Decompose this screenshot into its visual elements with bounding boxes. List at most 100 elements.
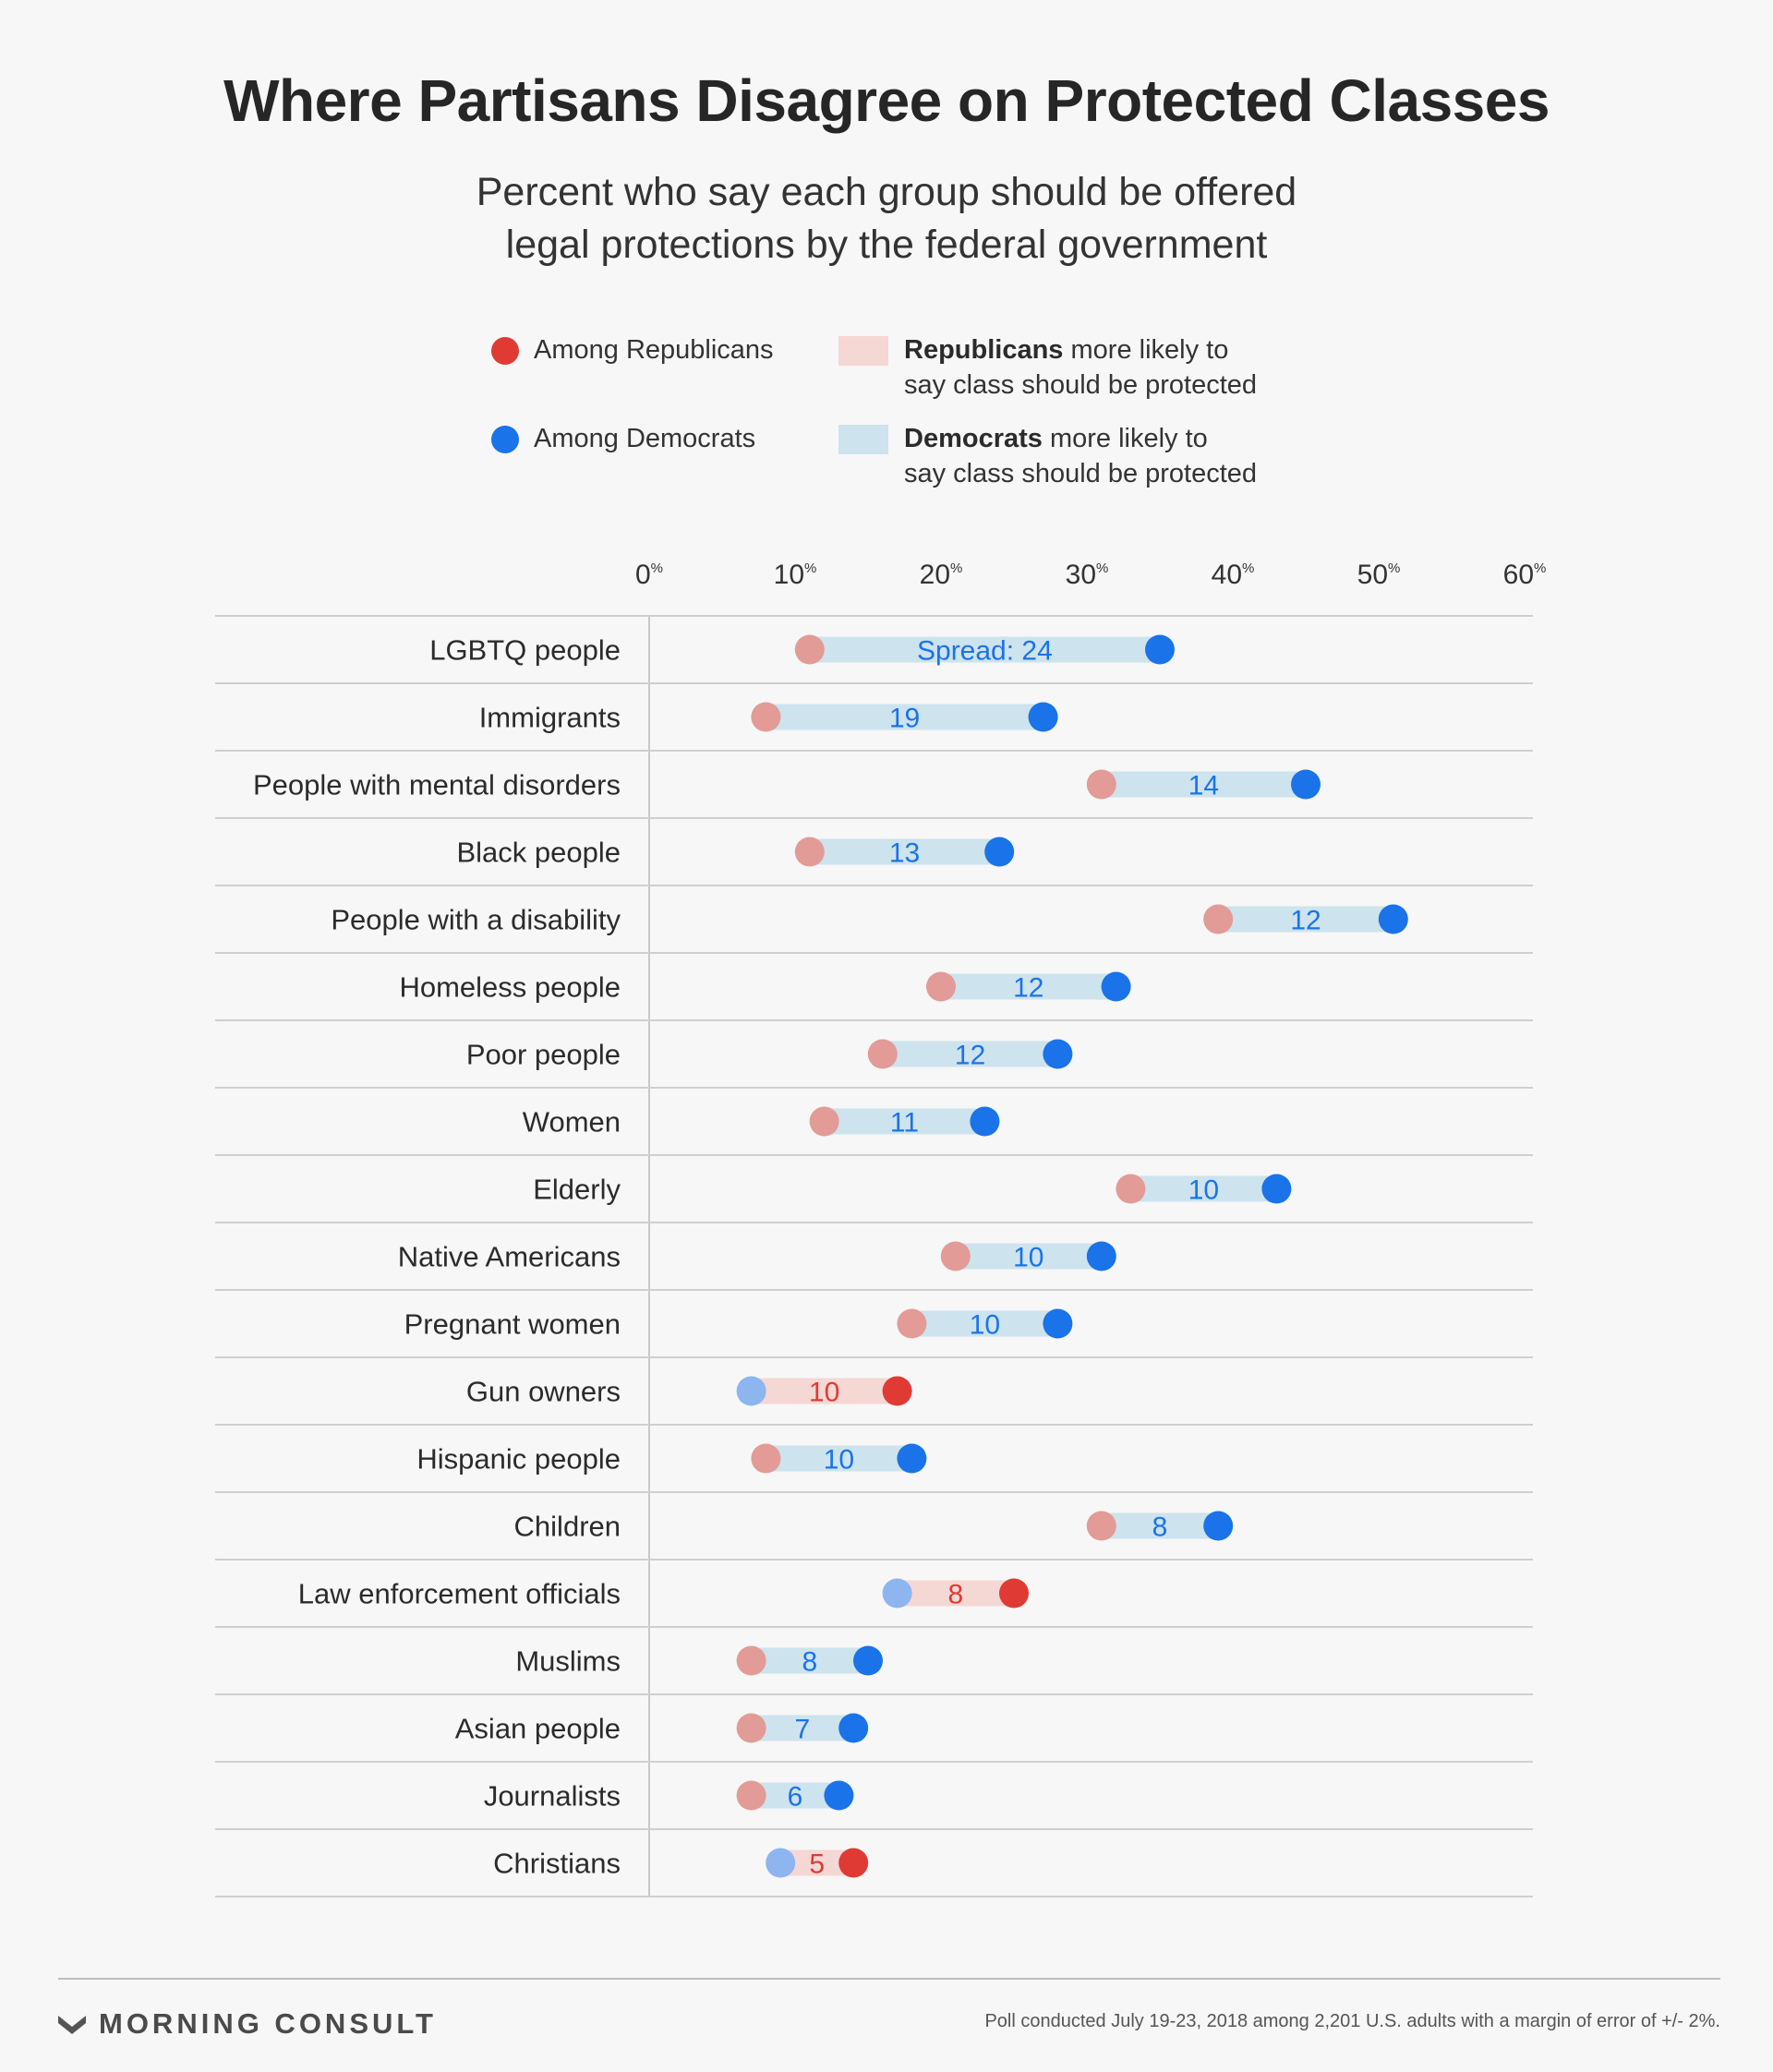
spread-label: 10 <box>1013 1243 1043 1273</box>
spread-label: 12 <box>1013 973 1043 1004</box>
democrat-dot <box>1261 1174 1292 1204</box>
x-tick-label: 30% <box>1066 560 1109 590</box>
category-label: Pregnant women <box>404 1308 621 1341</box>
brand-logo: MORNING CONSULT <box>58 2006 437 2042</box>
spread-bar <box>941 973 1116 1000</box>
spread-bar <box>751 1715 854 1741</box>
chart-title: Where Partisans Disagree on Protected Cl… <box>223 67 1550 134</box>
legend-dem-label: Among Democrats <box>534 424 756 453</box>
democrat-dot <box>736 1376 766 1406</box>
category-label: Poor people <box>466 1039 621 1071</box>
spread-label: 19 <box>889 704 920 734</box>
footer-divider <box>58 1978 1720 1980</box>
spread-bar <box>751 1378 898 1404</box>
x-tick-label: 50% <box>1357 560 1401 590</box>
spread-label: 12 <box>955 1041 985 1071</box>
category-label: Law enforcement officials <box>298 1578 621 1610</box>
brand-name: MORNING CONSULT <box>99 2007 437 2040</box>
spread-bar <box>1218 906 1393 933</box>
legend-dem-dot <box>491 426 519 453</box>
category-label: Elderly <box>533 1174 621 1206</box>
spread-bar <box>766 704 1043 730</box>
republican-dot <box>999 1578 1029 1608</box>
category-label: Black people <box>456 837 621 869</box>
spread-label: 8 <box>947 1580 963 1610</box>
democrat-dot <box>1043 1308 1073 1339</box>
democrat-dot <box>1101 971 1131 1002</box>
spread-label: 12 <box>1290 906 1321 936</box>
chart-subtitle: Percent who say each group should be off… <box>425 166 1348 271</box>
republican-dot <box>838 1848 869 1878</box>
spread-label: 10 <box>809 1378 839 1408</box>
democrat-dot <box>882 1578 912 1608</box>
category-label: People with mental disorders <box>253 769 621 801</box>
spread-bar <box>809 636 1160 663</box>
category-label: LGBTQ people <box>429 634 621 667</box>
subtitle-line-1: Percent who say each group should be off… <box>476 170 1297 214</box>
republican-dot <box>926 971 956 1002</box>
democrat-dot <box>1043 1039 1073 1069</box>
spread-label: 10 <box>1188 1175 1219 1206</box>
democrat-dot <box>897 1443 927 1474</box>
spread-bar <box>911 1310 1058 1337</box>
spread-label: 8 <box>802 1647 817 1678</box>
x-tick-label: 40% <box>1212 560 1255 590</box>
democrat-dot <box>766 1848 796 1878</box>
category-label: Hispanic people <box>416 1443 621 1476</box>
category-label: Women <box>523 1106 621 1138</box>
spread-bar <box>1101 771 1306 798</box>
legend-rep-bar-label: Republicans more likely to say class sho… <box>904 335 1258 400</box>
democrat-dot <box>1291 769 1321 800</box>
poll-note: Poll conducted July 19-23, 2018 among 2,… <box>984 2011 1720 2031</box>
spread-label: 6 <box>788 1782 803 1813</box>
republican-dot <box>794 634 825 665</box>
category-label: Asian people <box>455 1713 621 1745</box>
subtitle-line-2: legal protections by the federal governm… <box>505 223 1268 267</box>
republican-dot <box>794 837 825 867</box>
republican-dot <box>1116 1174 1146 1204</box>
republican-dot <box>1203 904 1234 934</box>
category-label: People with a disability <box>331 904 621 936</box>
category-label: Native Americans <box>398 1241 621 1273</box>
republican-dot <box>809 1106 839 1137</box>
spread-label: 13 <box>889 838 920 869</box>
spread-bar <box>882 1041 1058 1067</box>
spread-label: Spread: 24 <box>917 636 1053 667</box>
spread-label: 10 <box>970 1310 1000 1341</box>
democrat-dot <box>1028 702 1058 732</box>
category-label: Gun owners <box>466 1376 621 1408</box>
democrat-dot <box>1203 1511 1234 1541</box>
republican-dot <box>897 1308 927 1339</box>
spread-label: 8 <box>1152 1512 1168 1543</box>
republican-dot <box>736 1713 766 1743</box>
republican-dot <box>1086 1511 1116 1541</box>
legend-rep-label: Among Republicans <box>534 335 774 365</box>
category-label: Journalists <box>484 1780 621 1813</box>
legend-dem-bar-swatch <box>838 425 888 454</box>
x-tick-label: 0% <box>635 560 663 590</box>
republican-dot <box>940 1241 971 1271</box>
x-tick-label: 20% <box>920 560 963 590</box>
spread-bar <box>809 838 1000 865</box>
spread-label: 7 <box>795 1715 811 1745</box>
republican-dot <box>751 702 781 732</box>
democrat-dot <box>1145 634 1175 665</box>
republican-dot <box>867 1039 898 1069</box>
spread-label: 11 <box>890 1108 919 1138</box>
democrat-dot <box>853 1645 883 1676</box>
republican-dot <box>736 1780 766 1811</box>
democrat-dot <box>838 1713 869 1743</box>
democrat-dot <box>1378 904 1408 934</box>
category-label: Children <box>514 1511 621 1543</box>
x-tick-label: 10% <box>774 560 817 590</box>
spread-bar <box>955 1243 1102 1270</box>
spread-bar <box>824 1108 985 1135</box>
spread-bar <box>1101 1512 1219 1539</box>
democrat-dot <box>1086 1241 1116 1271</box>
spread-label: 14 <box>1188 771 1219 801</box>
democrat-dot <box>824 1780 854 1811</box>
spread-label: 5 <box>809 1849 825 1880</box>
x-tick-label: 60% <box>1503 560 1547 590</box>
category-label: Muslims <box>515 1645 621 1678</box>
